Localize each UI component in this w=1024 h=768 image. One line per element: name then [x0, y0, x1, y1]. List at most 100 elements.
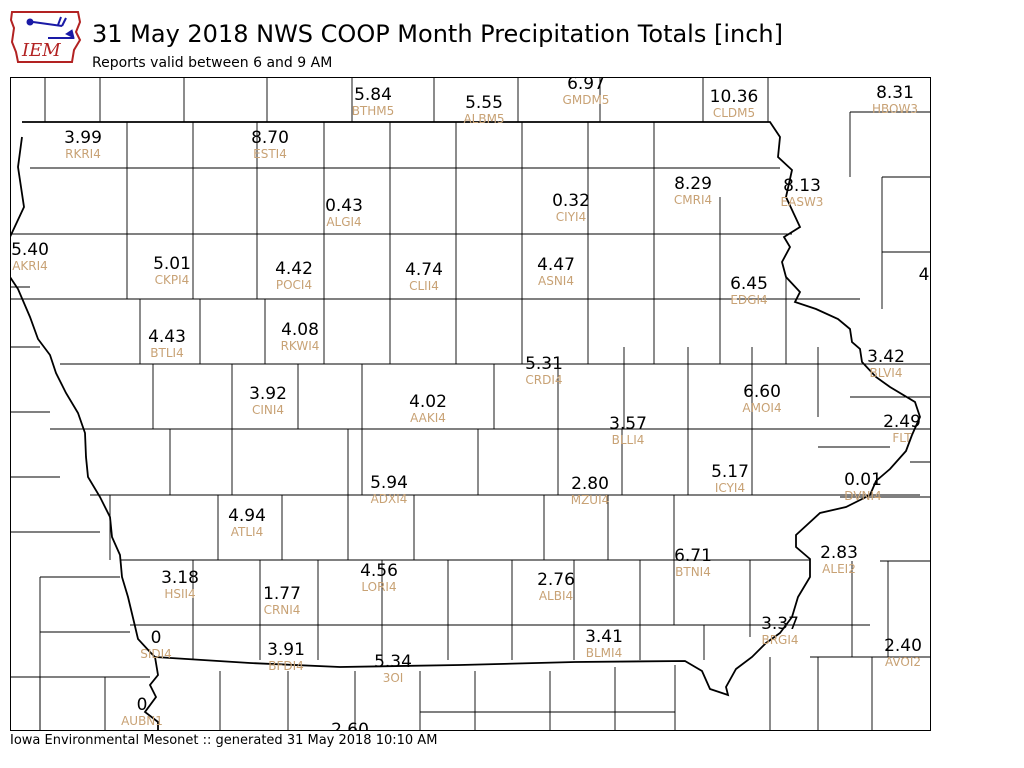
map-title: 31 May 2018 NWS COOP Month Precipitation…	[92, 20, 783, 48]
station-value: 3.92	[249, 384, 287, 404]
station-value: 8.31	[876, 83, 914, 103]
station-value: 3.99	[64, 128, 102, 148]
station-value: 6.97	[567, 77, 605, 94]
station-value: 0	[137, 695, 148, 715]
station-id: AKRI4	[12, 259, 48, 273]
station-value: 0.01	[844, 470, 882, 490]
station-id: ALGI4	[326, 215, 361, 229]
station-value: 3.91	[267, 640, 305, 660]
station-id: BTNI4	[675, 565, 711, 579]
map-subtitle: Reports valid between 6 and 9 AM	[92, 55, 333, 71]
station-id: EDGI4	[730, 293, 767, 307]
station-value: 5.17	[711, 462, 749, 482]
station-value: 3.18	[161, 568, 199, 588]
state-boundaries	[10, 121, 921, 731]
station-value: 6.45	[730, 274, 768, 294]
map-footer: Iowa Environmental Mesonet :: generated …	[10, 733, 438, 748]
station-value: 4.94	[228, 506, 266, 526]
station-id: BTHM5	[352, 104, 395, 118]
station-value: 5.01	[153, 254, 191, 274]
station-id: ALBM5	[463, 112, 504, 126]
station-id: 3OI	[383, 671, 404, 685]
station-value: 5.84	[354, 85, 392, 105]
station-value: 5.40	[11, 240, 49, 260]
station-value: 2.80	[571, 474, 609, 494]
station-value: 8.70	[251, 128, 289, 148]
station-id: CMRI4	[674, 193, 712, 207]
station-value: 4	[919, 265, 930, 285]
station-plot: 2.60	[331, 720, 369, 731]
station-id: CIYI4	[556, 210, 586, 224]
station-value: 3.57	[609, 414, 647, 434]
station-id: ALBI4	[539, 589, 573, 603]
station-value: 2.60	[331, 720, 369, 731]
station-id: RKWI4	[281, 339, 320, 353]
station-id: AVOI2	[885, 655, 921, 669]
station-id: RKRI4	[65, 147, 101, 161]
station-value: 4.47	[537, 255, 575, 275]
station-value: 4.02	[409, 392, 447, 412]
map-header: IEM 31 May 2018 NWS COOP Month Precipita…	[0, 0, 1024, 76]
station-id: POCI4	[276, 278, 312, 292]
station-id: FLT	[892, 431, 912, 445]
station-value: 8.13	[783, 176, 821, 196]
station-id: ASNI4	[538, 274, 574, 288]
station-value: 0	[151, 628, 162, 648]
county-boundaries	[10, 77, 930, 731]
station-id: BLVI4	[870, 366, 903, 380]
station-value: 0.32	[552, 191, 590, 211]
station-id: GMDM5	[563, 93, 610, 107]
station-value: 3.37	[761, 614, 799, 634]
station-id: BTLI4	[150, 346, 183, 360]
station-value: 4.08	[281, 320, 319, 340]
station-value: 4.74	[405, 260, 443, 280]
station-id: AMOI4	[742, 401, 781, 415]
station-id: CLII4	[409, 279, 439, 293]
missouri-river	[10, 136, 159, 731]
station-value: 5.31	[525, 354, 563, 374]
station-id: CRNI4	[264, 603, 301, 617]
minnesota-iowa-border	[22, 121, 921, 697]
station-id: CINI4	[252, 403, 284, 417]
station-id: ESTI4	[253, 147, 287, 161]
station-id: AUBN1	[121, 714, 163, 728]
station-id: MZUI4	[571, 493, 610, 507]
station-id: CRDI4	[525, 373, 562, 387]
station-value: 5.55	[465, 93, 503, 113]
station-value: 6.71	[674, 546, 712, 566]
station-value: 3.41	[585, 627, 623, 647]
station-id: EASW3	[781, 195, 824, 209]
weather-symbol-icon	[26, 16, 75, 39]
station-value: 5.94	[370, 473, 408, 493]
station-id: HBOW3	[872, 102, 918, 116]
